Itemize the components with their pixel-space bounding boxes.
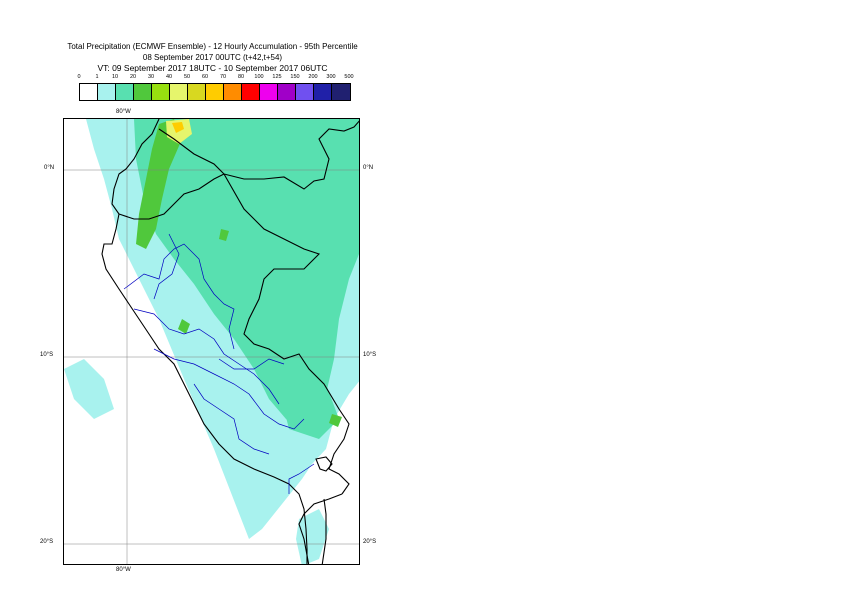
colombia-border-east (223, 120, 359, 190)
legend-swatch (98, 84, 116, 100)
right-lat-label-0: 0°N (363, 165, 374, 171)
precip-green-spot-2 (178, 319, 190, 334)
map-title: Total Precipitation (ECMWF Ensemble) - 1… (40, 42, 385, 74)
region-borders-2 (133, 308, 280, 405)
color-legend: 0 1 10 20 30 40 50 60 70 80 100 125 150 200 300 500 (72, 72, 362, 104)
legend-label: 100 (254, 74, 264, 80)
legend-label: 500 (344, 74, 354, 80)
legend-swatch (206, 84, 224, 100)
legend-label: 150 (290, 74, 300, 80)
title-line-1: Total Precipitation (ECMWF Ensemble) - 1… (67, 42, 358, 51)
legend-swatch (332, 84, 350, 100)
left-lat-label-10: 10°S (40, 352, 54, 358)
bolivia-chile-border (321, 498, 327, 564)
precip-green-band (136, 119, 182, 249)
precip-light-patch-3 (89, 119, 124, 147)
map-svg (64, 119, 359, 564)
title-line-2: 08 September 2017 00UTC (t+42,t+54) (142, 52, 283, 62)
legend-label: 60 (201, 74, 209, 80)
peru-ecuador-border (118, 173, 225, 220)
legend-swatch (224, 84, 242, 100)
legend-label: 80 (237, 74, 245, 80)
ecuador-colombia-border (158, 128, 225, 175)
region-borders-3 (153, 348, 305, 430)
legend-label: 300 (326, 74, 336, 80)
legend-swatch (116, 84, 134, 100)
legend-swatch (242, 84, 260, 100)
legend-label: 125 (272, 74, 282, 80)
legend-label: 50 (183, 74, 191, 80)
legend-swatch (260, 84, 278, 100)
legend-label: 10 (111, 74, 119, 80)
title-line-3: VT: 09 September 2017 18UTC - 10 Septemb… (97, 63, 328, 73)
legend-color-boxes (79, 83, 351, 101)
legend-label: 200 (308, 74, 318, 80)
legend-label: 70 (219, 74, 227, 80)
legend-swatch (296, 84, 314, 100)
left-lat-label-0: 0°N (44, 165, 55, 171)
right-lat-label-20: 20°S (363, 539, 377, 545)
legend-swatch (134, 84, 152, 100)
precip-mid-patch (279, 379, 339, 439)
precip-green-spot-3 (329, 414, 342, 427)
peru-brazil-border (223, 173, 350, 495)
left-lat-label-20: 20°S (40, 539, 54, 545)
precipitation-map (63, 118, 360, 565)
region-borders-7 (288, 463, 315, 494)
right-lat-label-10: 10°S (363, 352, 377, 358)
legend-swatch (314, 84, 332, 100)
bottom-longitude-label: 80°W (116, 567, 131, 573)
legend-swatch (170, 84, 188, 100)
lake-titicaca (315, 456, 333, 472)
region-borders-5 (193, 383, 270, 455)
precip-light-patch-1 (64, 359, 114, 419)
legend-swatch (188, 84, 206, 100)
legend-swatch (278, 84, 296, 100)
precip-mid-area (134, 119, 359, 429)
legend-swatch (80, 84, 98, 100)
legend-swatch (152, 84, 170, 100)
coastline (101, 119, 308, 564)
legend-label: 20 (129, 74, 137, 80)
precip-orange-spot (172, 122, 184, 133)
precip-green-spot-1 (219, 229, 229, 241)
region-borders-6 (218, 358, 285, 370)
legend-label: 1 (95, 74, 99, 80)
peru-bolivia-border (298, 493, 343, 564)
legend-threshold-labels: 0 1 10 20 30 40 50 60 70 80 100 125 150 200 300 500 (72, 72, 362, 82)
legend-label: 40 (165, 74, 173, 80)
precip-light-patch-2 (296, 509, 329, 564)
region-borders-4 (153, 233, 180, 300)
top-longitude-label: 80°W (116, 109, 131, 115)
legend-label: 30 (147, 74, 155, 80)
region-borders-1 (123, 243, 235, 350)
legend-label: 0 (77, 74, 81, 80)
